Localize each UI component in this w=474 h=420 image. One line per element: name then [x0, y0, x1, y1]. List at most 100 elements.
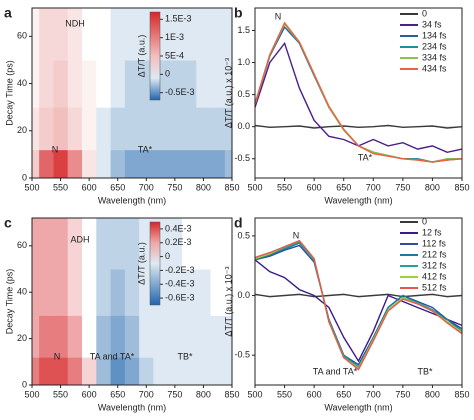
x-tick-label: 700	[366, 389, 381, 399]
x-tick-label: 500	[24, 389, 39, 399]
y-tick-label: 0.5	[237, 89, 250, 99]
annotation: TA and TA*	[313, 366, 358, 376]
x-tick-label: 650	[110, 182, 125, 192]
heatmap-cell	[32, 59, 40, 108]
colorbar-tick-label: 1.5E-3	[165, 14, 192, 24]
heatmap-cell	[124, 59, 140, 108]
x-tick-label: 500	[247, 182, 262, 192]
heatmap-cell	[224, 315, 233, 358]
heatmap-cell	[182, 59, 197, 108]
heatmap-cell	[139, 149, 154, 179]
series-line	[254, 259, 463, 363]
heatmap-cell	[153, 315, 169, 358]
y-tick-label: 20	[17, 333, 27, 343]
x-tick-label: 800	[425, 389, 440, 399]
legend-label: 312 fs	[422, 260, 447, 270]
y-axis-label: Decay Time (ps)	[4, 269, 14, 335]
heatmap-cell	[96, 107, 112, 151]
heatmap-cell	[39, 315, 54, 358]
heatmap-cell	[124, 107, 140, 151]
heatmap-cell	[32, 149, 40, 179]
annotation: TB*	[417, 366, 433, 376]
legend-label: 134 fs	[422, 30, 447, 40]
y-tick-label: 40	[17, 78, 27, 88]
heatmap-cell	[196, 357, 212, 386]
y-tick-label: 60	[17, 240, 27, 250]
heatmap-cell	[196, 8, 212, 61]
x-axis-label: Wavelength (nm)	[324, 195, 392, 205]
y-tick-label: 0.0	[237, 121, 250, 131]
panel-letter: c	[4, 215, 12, 231]
heatmap-cell	[39, 357, 54, 386]
panel-letter: d	[234, 215, 243, 231]
series-line	[254, 244, 463, 366]
colorbar-tick-label: 0.2E-3	[165, 237, 192, 247]
y-axis-label: ΔT/T (a.u.) x 10⁻³	[223, 266, 233, 336]
legend-label: 212 fs	[422, 249, 447, 259]
panel-letter: b	[234, 5, 243, 21]
heatmap-cell	[196, 107, 212, 151]
x-axis-label: Wavelength (nm)	[98, 195, 166, 205]
x-tick-label: 850	[224, 389, 239, 399]
heatmap-cell	[110, 8, 126, 61]
heatmap-cell	[110, 107, 126, 151]
heatmap-cell	[96, 315, 112, 358]
legend-label: 0	[422, 8, 427, 18]
heatmap-cell	[210, 149, 226, 179]
x-tick-label: 650	[110, 389, 125, 399]
x-axis-label: Wavelength (nm)	[324, 402, 392, 412]
heatmap-cell	[153, 107, 169, 151]
heatmap-cell	[224, 357, 233, 386]
legend-label: 412 fs	[422, 271, 447, 281]
heatmap-cell	[53, 149, 69, 179]
y-tick-label: -0.5	[234, 153, 250, 163]
x-tick-label: 650	[336, 182, 351, 192]
heatmap-cell	[82, 8, 97, 61]
heatmap-cell	[210, 8, 226, 61]
heatmap-cell	[167, 357, 183, 386]
heatmap-cell	[182, 107, 197, 151]
heatmap-cell	[224, 59, 233, 108]
y-tick-label: 0	[22, 379, 27, 389]
x-tick-label: 600	[82, 182, 97, 192]
colorbar-tick-label: -0.4E-3	[165, 279, 195, 289]
heatmap-cell	[224, 218, 233, 270]
heatmap-cell	[67, 315, 83, 358]
legend-label: 112 fs	[422, 238, 446, 248]
series-line	[254, 21, 463, 163]
heatmap-cell	[53, 357, 69, 386]
heatmap-cell	[196, 269, 212, 316]
x-tick-label: 550	[277, 389, 292, 399]
heatmap-cell	[153, 149, 169, 179]
heatmap-cell	[82, 107, 97, 151]
annotation: NDH	[65, 18, 85, 28]
y-tick-label: 1.0	[237, 57, 250, 67]
legend-label: 434 fs	[422, 63, 447, 73]
series-line	[254, 124, 463, 129]
annotation: ADH	[70, 234, 89, 244]
heatmap-cell	[32, 269, 40, 316]
x-tick-label: 750	[167, 389, 182, 399]
annotation: N	[52, 144, 59, 154]
legend-label: 234 fs	[422, 41, 447, 51]
y-tick-label: 20	[17, 125, 27, 135]
heatmap-cell	[182, 218, 197, 270]
y-tick-label: 0.5	[237, 230, 250, 240]
heatmap-cell	[139, 107, 154, 151]
x-tick-label: 500	[247, 389, 262, 399]
heatmap-cell	[110, 218, 126, 270]
heatmap-cell	[139, 357, 154, 386]
heatmap-cell	[124, 149, 140, 179]
annotation: N	[54, 351, 61, 361]
heatmap-cell	[67, 357, 83, 386]
heatmap-cell	[124, 218, 140, 270]
heatmap-cell	[196, 315, 212, 358]
heatmap-cell	[96, 357, 112, 386]
heatmap-cell	[224, 8, 233, 61]
heatmap-cell	[96, 269, 112, 316]
x-tick-label: 550	[277, 182, 292, 192]
legend-label: 334 fs	[422, 52, 447, 62]
series-line	[254, 293, 463, 298]
heatmap-cell	[224, 149, 233, 179]
plot-frame	[31, 217, 233, 386]
